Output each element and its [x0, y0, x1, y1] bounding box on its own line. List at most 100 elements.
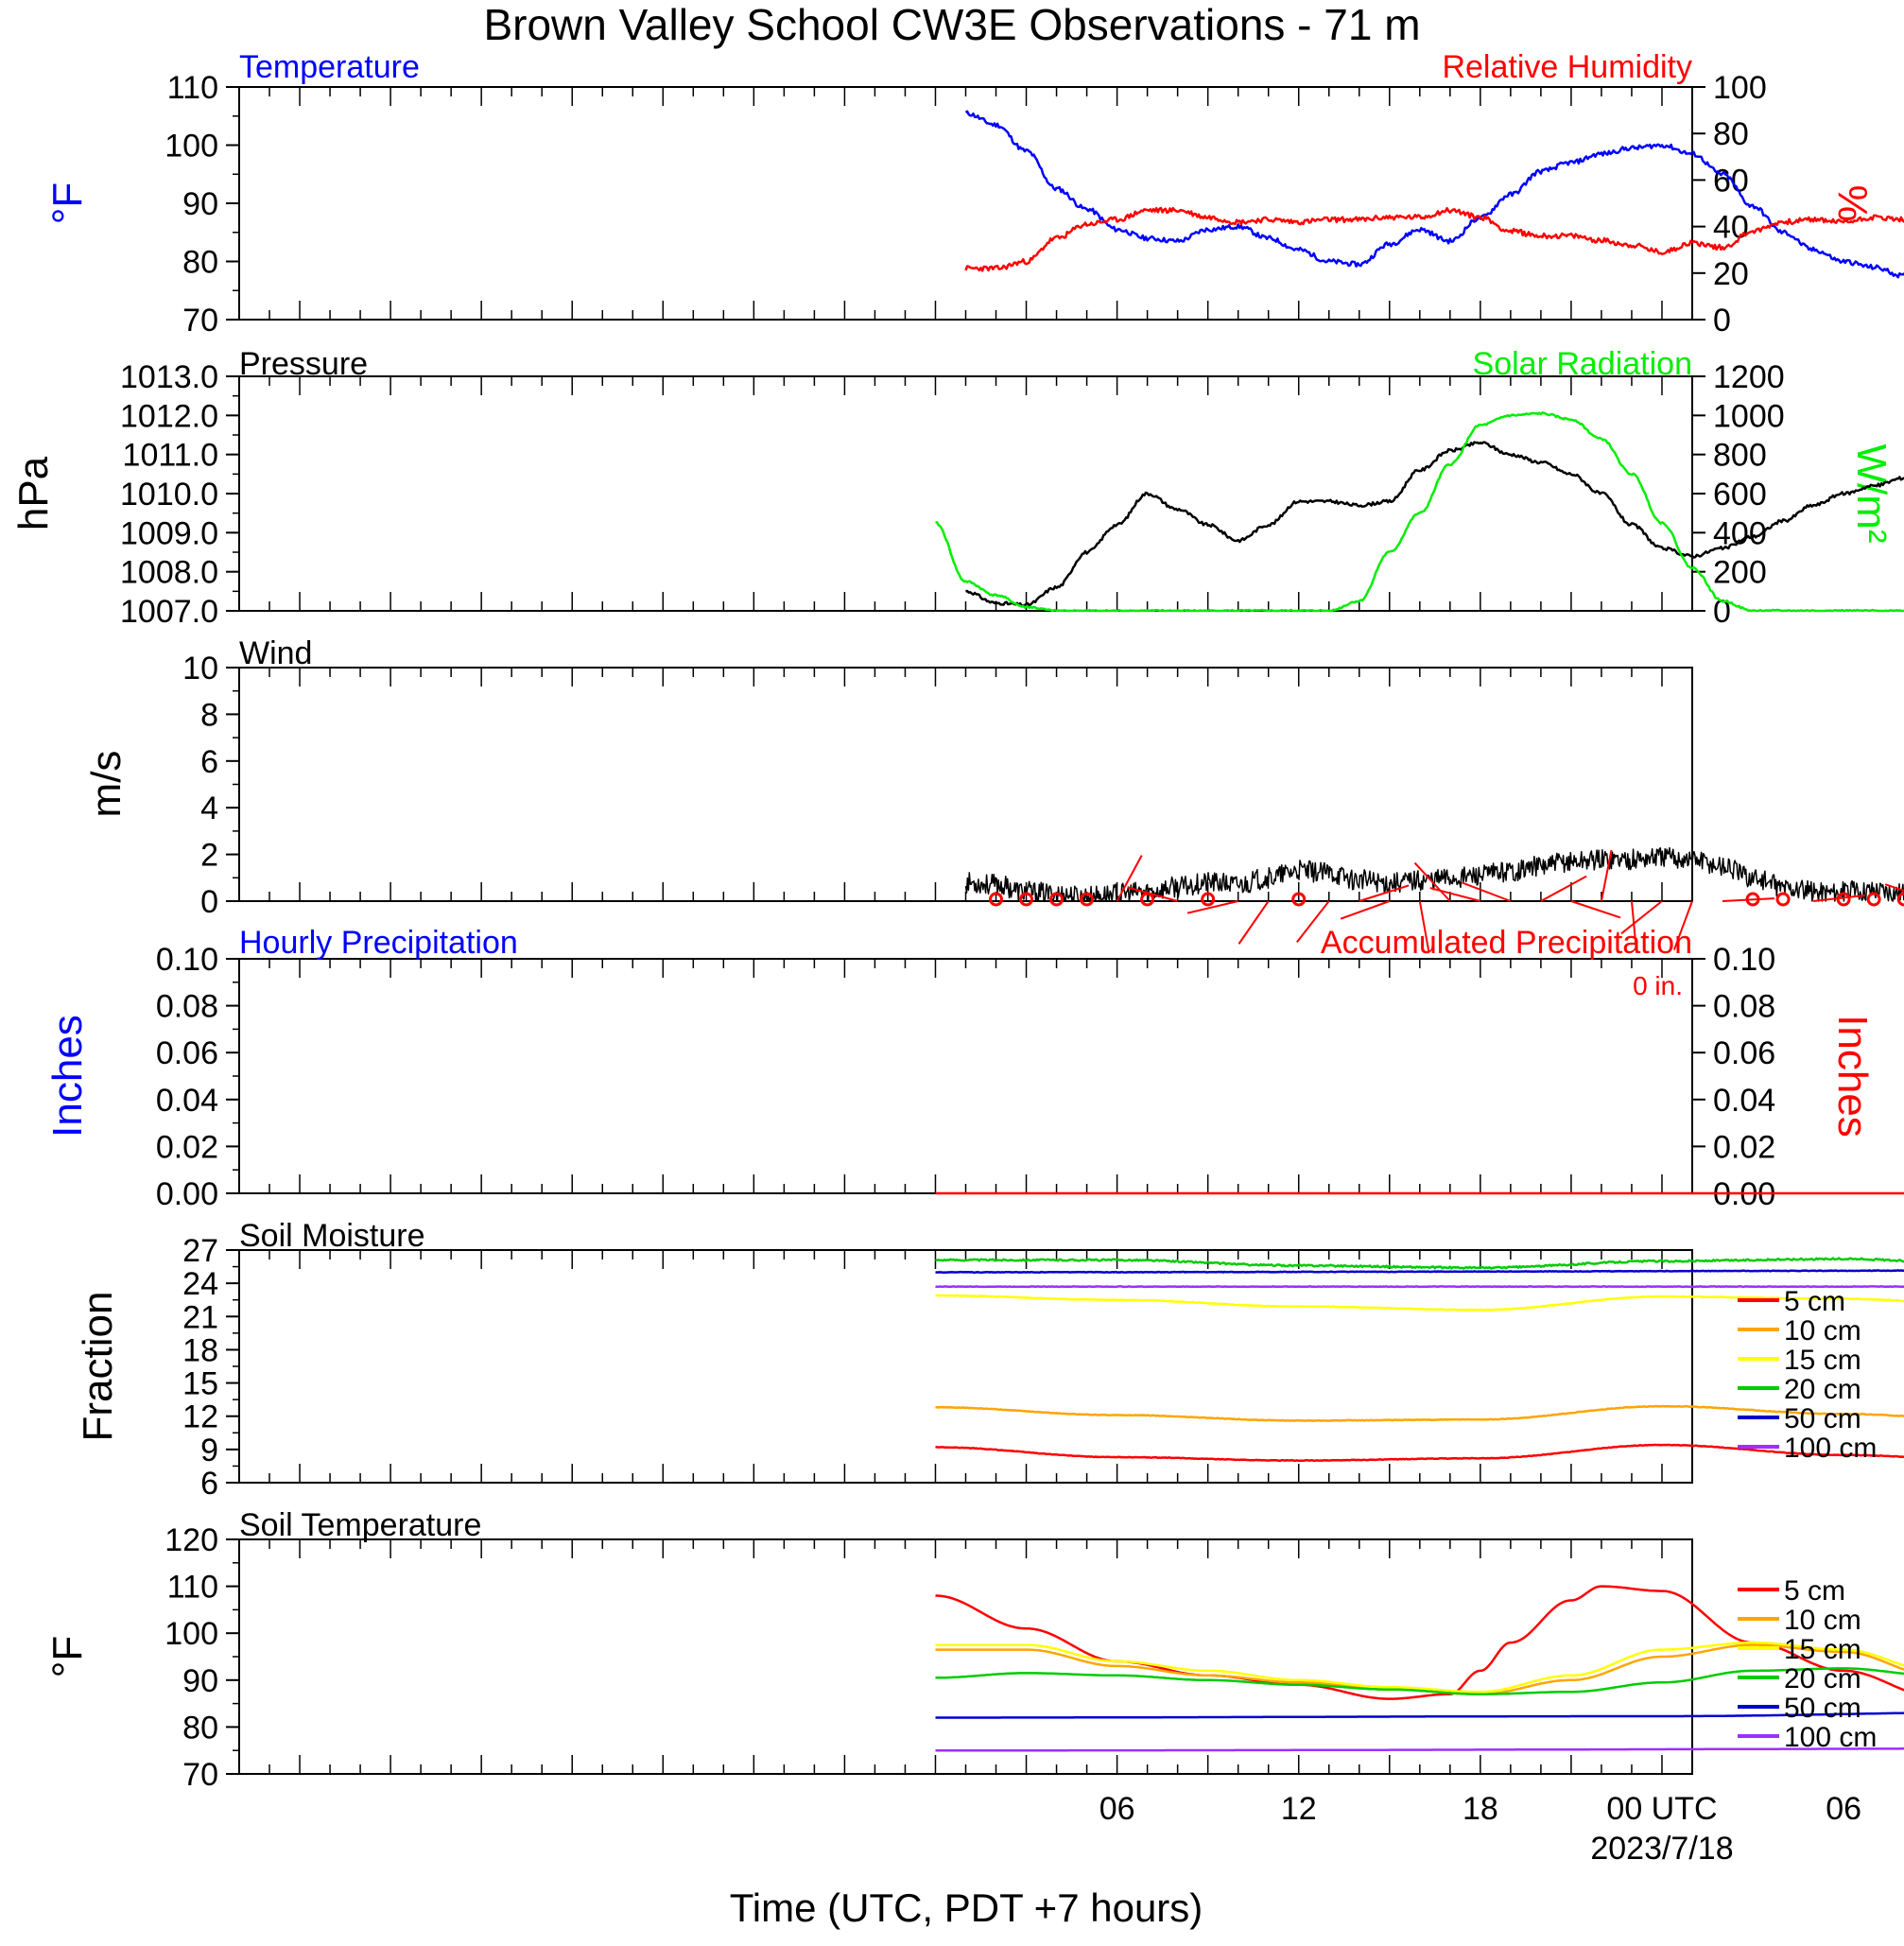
- soil-moisture-3-line: [935, 1257, 1904, 1270]
- legend-label: 5 cm: [1784, 1575, 1845, 1607]
- soil-moisture-ytick-label-left: 6: [200, 1466, 218, 1502]
- wind-barb: [1296, 900, 1330, 943]
- soil-temp-ylabel: °F: [44, 1636, 91, 1677]
- temp-ytick-label-left: 110: [167, 70, 218, 106]
- soil-temp-5-line: [935, 1747, 1904, 1752]
- chart-title: Brown Valley School CW3E Observations - …: [483, 0, 1420, 49]
- accum-ytick-label-right: 0.04: [1713, 1083, 1775, 1119]
- temp-panel-frame: [238, 86, 1693, 321]
- soil-temp-ytick-label-left: 110: [167, 1570, 218, 1606]
- legend-label: 50 cm: [1784, 1403, 1861, 1434]
- wind-barb: [1418, 900, 1430, 953]
- legend-label: 10 cm: [1784, 1605, 1861, 1636]
- accum-ytick-label-right: 0.10: [1713, 942, 1775, 978]
- rh-title: Relative Humidity: [1442, 49, 1692, 85]
- x-tick-label: 06: [1099, 1791, 1135, 1827]
- solar-radiation-line: [935, 411, 1904, 613]
- temp-ytick-label-left: 100: [164, 129, 218, 165]
- hourly-precip-title: Hourly Precipitation: [239, 925, 518, 961]
- wind-barb: [1540, 875, 1587, 902]
- temperature-line: [964, 110, 1904, 279]
- accum-ytick-label-right: 0.02: [1713, 1129, 1775, 1165]
- wind-panel-frame: [238, 667, 1693, 902]
- legend-label: 5 cm: [1784, 1286, 1845, 1317]
- soil-moisture-4-line: [935, 1269, 1904, 1274]
- wind-barb: [1884, 883, 1904, 893]
- x-tick-date: 2023/7/18: [1590, 1831, 1733, 1867]
- precip-ytick-label-left: 0.08: [156, 989, 218, 1025]
- precip-ytick-label-left: 0.04: [156, 1083, 218, 1119]
- solar-ytick-label-right: 800: [1713, 438, 1767, 474]
- accum-total-label: 0 in.: [1633, 971, 1683, 1000]
- soil-moisture-5-line: [935, 1285, 1904, 1289]
- x-tick-label: 00 UTC: [1606, 1791, 1717, 1827]
- relative-humidity-line: [964, 206, 1904, 272]
- wind-ylabel: m/s: [83, 751, 130, 818]
- pressure-title: Pressure: [239, 346, 368, 382]
- solar-title: Solar Radiation: [1473, 346, 1692, 382]
- soil-moisture-ytick-label-left: 27: [182, 1233, 218, 1269]
- calm-wind-marker: [989, 892, 1004, 907]
- pressure-ytick-label-left: 1008.0: [120, 555, 218, 591]
- solar-ylabel: W/m²: [1848, 443, 1895, 543]
- solar-ytick-label-right: 0: [1713, 594, 1731, 630]
- temp-ytick-label-left: 90: [182, 186, 218, 222]
- wind-barb: [1570, 900, 1621, 919]
- soil-temp-1-line: [935, 1643, 1904, 1695]
- wind-ytick-label-left: 2: [200, 838, 218, 874]
- soil-temp-3-line: [935, 1667, 1904, 1695]
- temp-ytick-label-left: 80: [182, 245, 218, 281]
- wind-ytick-label-left: 6: [200, 744, 218, 780]
- x-tick-label: 06: [1826, 1791, 1861, 1827]
- soil-moisture-2-line: [935, 1294, 1904, 1312]
- solar-ytick-label-right: 1000: [1713, 398, 1785, 434]
- wind-barb: [1462, 881, 1512, 902]
- solar-ytick-label-right: 400: [1713, 515, 1767, 551]
- wind-ytick-label-left: 4: [200, 791, 218, 826]
- soil-moisture-ytick-label-left: 18: [182, 1332, 218, 1368]
- accum-precip-title: Accumulated Precipitation: [1321, 925, 1692, 961]
- calm-wind-marker: [1896, 892, 1904, 907]
- wind-barb: [1116, 855, 1143, 902]
- wind-ytick-label-left: 8: [200, 697, 218, 733]
- x-axis-label: Time (UTC, PDT +7 hours): [730, 1885, 1203, 1930]
- soil-moisture-ytick-label-left: 24: [182, 1266, 218, 1302]
- pressure-ylabel: hPa: [10, 456, 57, 530]
- wind-barb: [1127, 886, 1178, 902]
- calm-wind-marker: [1745, 892, 1760, 907]
- soil-temp-ytick-label-left: 90: [182, 1663, 218, 1699]
- pressure-ytick-label-left: 1009.0: [120, 515, 218, 551]
- accum-ytick-label-right: 0.08: [1713, 989, 1775, 1025]
- solar-ytick-label-right: 200: [1713, 555, 1767, 591]
- soil-moisture-1-line: [935, 1404, 1904, 1422]
- wind-barb: [1620, 900, 1663, 935]
- wind-title: Wind: [239, 635, 312, 671]
- wind-speed-line: [964, 846, 1904, 902]
- pressure-ytick-label-left: 1010.0: [120, 477, 218, 513]
- wind-barb: [1238, 900, 1270, 945]
- wind-ytick-label-left: 10: [182, 651, 218, 686]
- wind-barb: [1340, 900, 1391, 920]
- accum-ytick-label-right: 0.06: [1713, 1035, 1775, 1071]
- wind-barb: [1359, 884, 1410, 902]
- pressure-ytick-label-left: 1007.0: [120, 594, 218, 630]
- wind-barb: [1672, 900, 1693, 950]
- pressure-ytick-label-left: 1011.0: [123, 438, 218, 474]
- pressure-panel-frame: [238, 375, 1693, 612]
- soil-moisture-ytick-label-left: 15: [182, 1366, 218, 1402]
- rh-ytick-label-right: 0: [1713, 303, 1731, 339]
- x-tick-label: 12: [1281, 1791, 1317, 1827]
- rh-ytick-label-right: 20: [1713, 256, 1749, 292]
- rh-ytick-label-right: 80: [1713, 116, 1749, 152]
- legend-label: 20 cm: [1784, 1663, 1861, 1694]
- wind-barb: [1600, 849, 1613, 902]
- soil-temp-0-line: [935, 1585, 1904, 1700]
- temp-ytick-label-left: 70: [182, 303, 218, 339]
- rh-ytick-label-right: 100: [1713, 70, 1767, 106]
- soil-temp-ytick-label-left: 70: [182, 1757, 218, 1793]
- soil-moisture-ylabel: Fraction: [75, 1292, 121, 1442]
- precip-panel-frame: [238, 958, 1693, 1194]
- calm-wind-marker: [1836, 892, 1851, 907]
- calm-wind-marker: [1291, 892, 1307, 907]
